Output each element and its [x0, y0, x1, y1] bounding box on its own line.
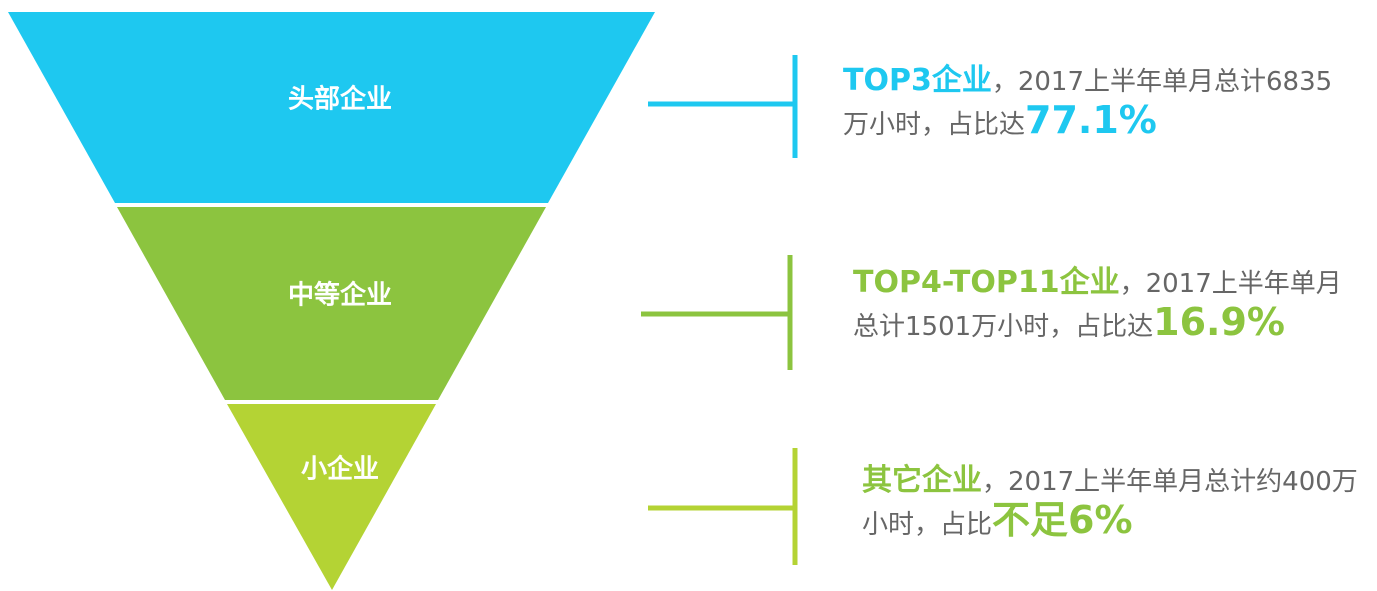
description: 其它企业，2017上半年单月总计约400万小时，占比不足6%: [862, 462, 1367, 544]
tier-top: [8, 12, 655, 203]
text: ，2017上半年单月总计1501万小时，占比达: [853, 269, 1342, 342]
emphasis: 16.9%: [1153, 300, 1286, 344]
emphasis: 不足6%: [992, 498, 1133, 542]
text: ，2017上半年单月总计6835万小时，占比达: [843, 67, 1333, 140]
tier-middle: [117, 207, 546, 400]
text: ，2017上半年单月总计约400万小时，占比: [862, 467, 1358, 540]
highlight: TOP3企业: [843, 63, 992, 98]
connectors: [641, 55, 798, 565]
tier-label: 头部企业: [288, 84, 392, 115]
tier-label: 小企业: [301, 454, 379, 485]
tier-label: 中等企业: [288, 280, 392, 311]
description: TOP4-TOP11企业，2017上半年单月总计1501万小时，占比达16.9%: [853, 264, 1358, 346]
tier-small: [227, 404, 436, 590]
emphasis: 77.1%: [1025, 98, 1157, 142]
highlight: 其它企业: [862, 463, 982, 498]
description: TOP3企业，2017上半年单月总计6835万小时，占比达77.1%: [843, 62, 1343, 144]
highlight: TOP4-TOP11企业: [853, 265, 1120, 300]
